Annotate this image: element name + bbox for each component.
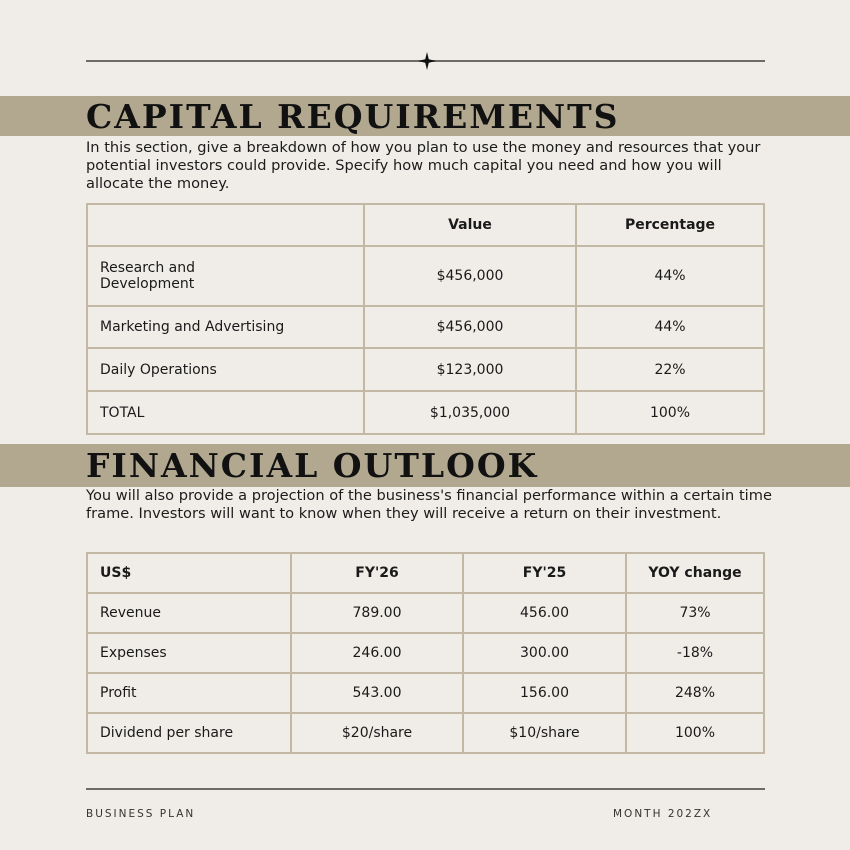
row-label: Expenses [86,632,292,674]
outlook-band [0,444,850,487]
header-cell: US$ [86,552,292,594]
table-row: Profit 543.00 156.00 248% [86,672,765,714]
value-cell: $456,000 [363,245,577,307]
percentage-cell: 44% [575,305,765,349]
fy25-cell: $10/share [462,712,627,754]
fy26-cell: 246.00 [290,632,464,674]
row-label: Dividend per share [86,712,292,754]
header-cell: Value [363,203,577,247]
header-cell: FY'25 [462,552,627,594]
table-row: Revenue 789.00 456.00 73% [86,592,765,634]
table-row: Research and Development $456,000 44% [86,245,765,307]
footer-divider [86,788,765,790]
row-label: Research and Development [86,245,365,307]
header-cell [86,203,365,247]
table-header-row: Value Percentage [86,203,765,247]
row-label: TOTAL [86,390,365,435]
table-row-total: TOTAL $1,035,000 100% [86,390,765,435]
yoy-cell: 100% [625,712,765,754]
percentage-cell: 22% [575,347,765,392]
header-cell: YOY change [625,552,765,594]
percentage-cell: 100% [575,390,765,435]
capital-title: CAPITAL REQUIREMENTS [86,97,620,136]
fy26-cell: 543.00 [290,672,464,714]
fy25-cell: 456.00 [462,592,627,634]
yoy-cell: 248% [625,672,765,714]
star-ornament-icon [418,52,436,70]
header-cell: Percentage [575,203,765,247]
yoy-cell: -18% [625,632,765,674]
value-cell: $456,000 [363,305,577,349]
footer-right: MONTH 202ZX [613,808,713,820]
yoy-cell: 73% [625,592,765,634]
table-row: Daily Operations $123,000 22% [86,347,765,392]
capital-band [0,96,850,136]
table-row: Dividend per share $20/share $10/share 1… [86,712,765,754]
row-label: Daily Operations [86,347,365,392]
capital-table: Value Percentage Research and Developmen… [86,203,765,435]
outlook-title: FINANCIAL OUTLOOK [86,446,539,485]
row-label: Marketing and Advertising [86,305,365,349]
footer-left: BUSINESS PLAN [86,808,196,820]
value-cell: $123,000 [363,347,577,392]
row-label: Revenue [86,592,292,634]
value-cell: $1,035,000 [363,390,577,435]
capital-description: In this section, give a breakdown of how… [86,139,761,192]
row-label: Profit [86,672,292,714]
fy25-cell: 156.00 [462,672,627,714]
table-row: Marketing and Advertising $456,000 44% [86,305,765,349]
fy26-cell: 789.00 [290,592,464,634]
percentage-cell: 44% [575,245,765,307]
table-row: Expenses 246.00 300.00 -18% [86,632,765,674]
outlook-description: You will also provide a projection of th… [86,487,772,522]
header-cell: FY'26 [290,552,464,594]
fy25-cell: 300.00 [462,632,627,674]
fy26-cell: $20/share [290,712,464,754]
outlook-table: US$ FY'26 FY'25 YOY change Revenue 789.0… [86,552,765,754]
table-header-row: US$ FY'26 FY'25 YOY change [86,552,765,594]
